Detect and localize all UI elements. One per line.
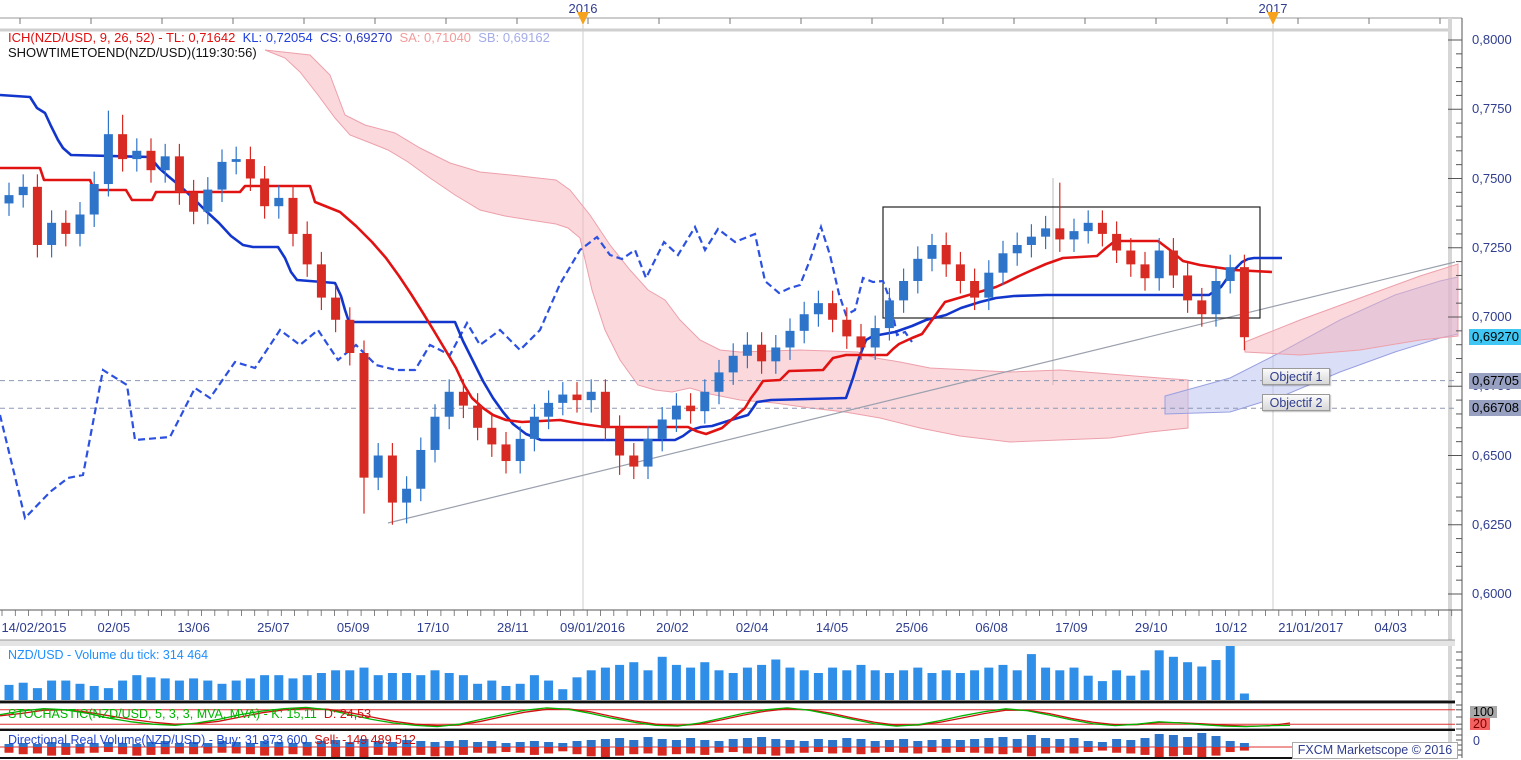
date-tick-label: 10/12	[1214, 620, 1248, 635]
ich-kijun-value: KL: 0,72054	[242, 30, 313, 45]
date-tick-label: 02/04	[735, 620, 769, 635]
copyright-label: FXCM Marketscope © 2016	[1292, 742, 1458, 759]
price-tick-label: 0,8000	[1472, 32, 1512, 47]
directional-volume-pane-title: Directional Real Volume(NZD/USD) - Buy: …	[8, 733, 416, 747]
price-tick-label: 0,6250	[1472, 516, 1512, 532]
date-tick-label: 25/06	[895, 620, 929, 635]
objective-2-price-badge: 0,66708	[1469, 400, 1521, 417]
date-tick-label: 05/09	[336, 620, 370, 635]
price-tick-label: 0,7500	[1472, 170, 1512, 186]
ich-chikou-value: CS: 0,69270	[319, 30, 393, 45]
stochastic-level-100-badge: 100	[1470, 706, 1497, 718]
showtimetoend-label: SHOWTIMETOEND(NZD/USD)(119:30:56)	[8, 45, 257, 60]
date-tick-label: 17/09	[1055, 620, 1088, 635]
ich-tenkan-value: ICH(NZD/USD, 9, 26, 52) - TL: 0,71642	[8, 30, 236, 45]
date-tick-label: 09/01/2016	[560, 620, 626, 635]
date-tick-label: 04/03	[1374, 620, 1407, 635]
price-tick-label: 0,6000	[1472, 586, 1512, 601]
date-tick-label: 25/07	[257, 620, 290, 635]
date-tick-label: 21/01/2017	[1278, 620, 1344, 635]
volume-pane-title: NZD/USD - Volume du tick: 314 464	[8, 648, 209, 662]
stochastic-k-value: STOCHASTIC(NZD/USD, 5, 3, 3, MVA, MVA) -…	[8, 707, 317, 721]
year-marker-icon	[577, 12, 589, 25]
ich-senkou-a-value: SA: 0,71040	[399, 30, 472, 45]
date-tick-label: 14/05	[815, 620, 849, 635]
objective-1-label[interactable]: Objectif 1	[1262, 368, 1330, 385]
date-tick-label: 17/10	[416, 620, 450, 635]
price-tick-label: 0,7000	[1472, 309, 1512, 324]
date-tick-label: 29/10	[1134, 620, 1168, 635]
date-tick-label: 13/06	[177, 620, 210, 635]
date-tick-label: 20/02	[656, 620, 689, 635]
year-marker-icon	[1267, 12, 1279, 25]
last-price-badge: 0,69270	[1469, 329, 1521, 346]
objective-1-price-badge: 0,67705	[1469, 372, 1521, 389]
stochastic-d-value: D: 24,53	[323, 707, 372, 721]
date-tick-label: 02/05	[97, 620, 131, 635]
objective-2-label[interactable]: Objectif 2	[1262, 394, 1330, 411]
year-label-2017: 2017	[1258, 1, 1288, 16]
stochastic-level-20-badge: 20	[1470, 718, 1490, 730]
ich-senkou-b-value: SB: 0,69162	[478, 30, 550, 45]
indicator-legend: ICH(NZD/USD, 9, 26, 52) - TL: 0,71642 KL…	[8, 30, 550, 45]
date-tick-label: 06/08	[975, 620, 1008, 635]
date-tick-label: 14/02/2015	[1, 620, 67, 635]
year-label-2016: 2016	[568, 1, 598, 16]
price-tick-label: 0,6500	[1472, 447, 1512, 463]
price-tick-label: 0,7250	[1472, 239, 1512, 255]
directional-sell-value: Sell: -149 489 512	[314, 733, 416, 747]
directional-buy-value: Directional Real Volume(NZD/USD) - Buy: …	[8, 733, 308, 747]
directional-zero-label: 0	[1473, 734, 1480, 748]
stochastic-pane-title: STOCHASTIC(NZD/USD, 5, 3, 3, MVA, MVA) -…	[8, 707, 371, 721]
date-tick-label: 28/11	[497, 620, 529, 635]
price-tick-label: 0,7750	[1472, 101, 1512, 117]
